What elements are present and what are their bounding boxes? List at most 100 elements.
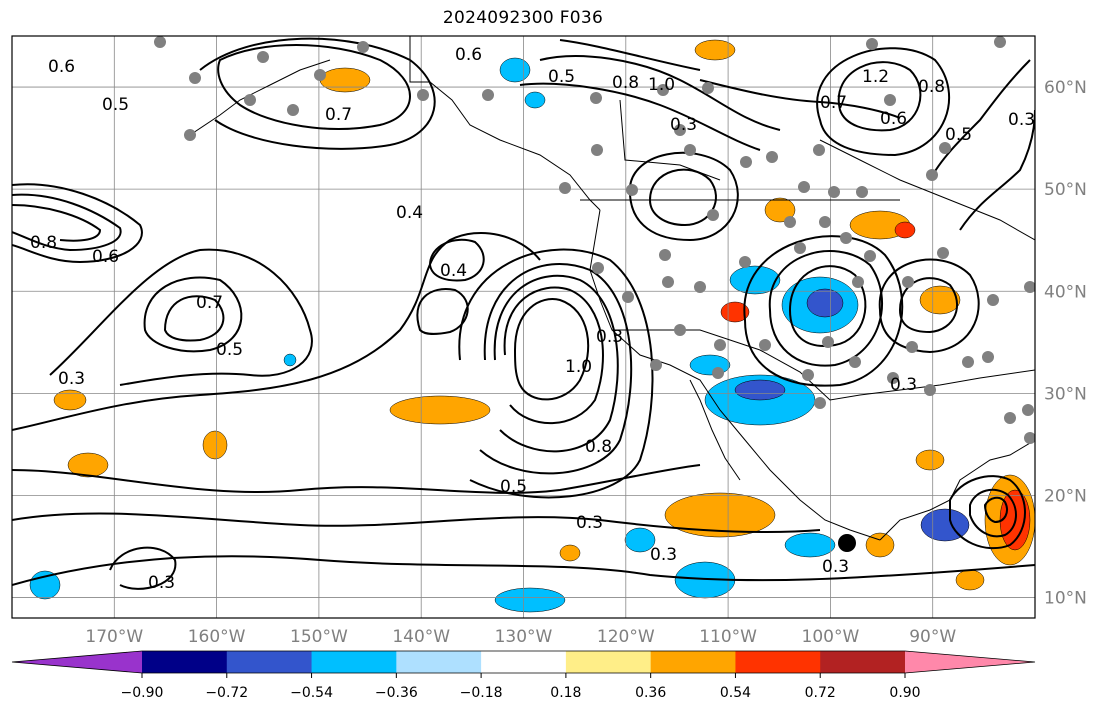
station-dot xyxy=(906,341,918,353)
map-area: 0.6 0.5 0.7 0.8 0.6 0.7 0.5 0.3 0.4 0.4 … xyxy=(12,36,1035,618)
contour-label: 0.3 xyxy=(822,557,849,577)
contour-label: 0.4 xyxy=(396,203,423,223)
station-dot xyxy=(662,276,674,288)
shade-patch xyxy=(729,265,781,295)
contour-label: 0.3 xyxy=(58,369,85,389)
longitude-label: 140°W xyxy=(392,627,450,647)
colorbar-tick-label: −0.72 xyxy=(205,685,248,701)
shade-patch xyxy=(865,532,895,558)
map-frame xyxy=(11,35,1036,619)
station-dot xyxy=(794,242,806,254)
shade-patch xyxy=(694,39,736,61)
colorbar-segment xyxy=(650,651,736,673)
colorbar-tick-label: 0.54 xyxy=(720,685,751,701)
station-dot xyxy=(482,89,494,101)
shade-patch xyxy=(806,288,844,318)
contour-label: 0.5 xyxy=(548,67,575,87)
longitude-label: 150°W xyxy=(290,627,348,647)
shade-patch xyxy=(624,527,656,553)
colorbar-segment xyxy=(142,651,228,673)
colorbar-segment xyxy=(226,651,313,673)
station-dot xyxy=(819,216,831,228)
shade-patch xyxy=(915,449,945,471)
station-dot xyxy=(740,156,752,168)
station-dot xyxy=(962,356,974,368)
colorbar-segment xyxy=(481,651,567,673)
shade-patch xyxy=(319,67,371,93)
contour-label: 0.8 xyxy=(612,73,639,93)
station-dot xyxy=(994,36,1006,48)
latitude-label: 50°N xyxy=(1044,180,1087,200)
colorbar-segment xyxy=(396,651,482,673)
contour-label: 0.3 xyxy=(596,327,623,347)
shade-patch xyxy=(53,389,87,411)
colorbar-tick-label: 0.72 xyxy=(805,685,836,701)
station-dot xyxy=(1024,432,1035,444)
station-dot xyxy=(590,92,602,104)
colorbar-tick-label: −0.18 xyxy=(460,685,503,701)
station-dot xyxy=(257,51,269,63)
contour-label: 0.4 xyxy=(440,261,467,281)
shade-patch xyxy=(494,587,566,613)
station-dot xyxy=(822,336,834,348)
station-dot xyxy=(1024,281,1035,293)
colorbar-tick-label: −0.54 xyxy=(290,685,333,701)
station-dot xyxy=(684,144,696,156)
station-dot xyxy=(982,351,994,363)
shaded-anomalies xyxy=(29,39,1035,613)
contour-label: 0.5 xyxy=(945,125,972,145)
latitude-labels: 10°N 20°N 30°N 40°N 50°N 60°N xyxy=(1044,78,1087,609)
contour-label: 0.3 xyxy=(650,545,677,565)
station-dot xyxy=(939,142,951,154)
station-dot xyxy=(887,372,899,384)
station-dot xyxy=(766,151,778,163)
contour-label: 0.5 xyxy=(500,477,527,497)
contour-label: 1.2 xyxy=(862,67,889,87)
station-dot xyxy=(902,276,914,288)
station-dot xyxy=(714,339,726,351)
station-dot xyxy=(802,369,814,381)
station-dot xyxy=(987,294,999,306)
station-dot xyxy=(287,104,299,116)
station-dot xyxy=(702,82,714,94)
contour-label: 0.7 xyxy=(196,293,223,313)
station-dot xyxy=(828,186,840,198)
colorbar-tick-labels: −0.90 −0.72 −0.54 −0.36 −0.18 0.18 0.36 0.54 0.7… xyxy=(121,685,921,701)
shade-patch xyxy=(202,430,228,460)
colorbar-segment xyxy=(565,651,652,673)
shade-patch xyxy=(664,492,776,538)
station-dot xyxy=(926,169,938,181)
contour-label: 0.8 xyxy=(585,437,612,457)
longitude-labels: 170°W 160°W 150°W 140°W 130°W 120°W 110°W 100°W… xyxy=(85,627,956,647)
contour-label: 0.6 xyxy=(48,57,75,77)
station-dot xyxy=(650,359,662,371)
station-dot xyxy=(357,41,369,53)
station-dot xyxy=(866,38,878,50)
station-dot xyxy=(937,247,949,259)
station-dots xyxy=(154,36,1035,444)
contour-label: 0.5 xyxy=(102,95,129,115)
station-dot xyxy=(314,69,326,81)
colorbar-tick-label: 0.18 xyxy=(550,685,581,701)
latitude-label: 10°N xyxy=(1044,589,1087,609)
shade-patch xyxy=(764,197,796,223)
contour-label: 0.6 xyxy=(455,45,482,65)
shade-patch xyxy=(524,91,546,109)
shade-patch xyxy=(67,452,109,478)
station-dot xyxy=(784,216,796,228)
contour-label: 0.3 xyxy=(890,375,917,395)
colorbar xyxy=(11,650,1036,678)
contour-label: 0.3 xyxy=(1008,110,1035,130)
colorbar-extend-max xyxy=(905,651,1035,673)
station-dot xyxy=(189,72,201,84)
longitude-label: 100°W xyxy=(802,627,860,647)
contour-label: 0.6 xyxy=(92,247,119,267)
station-dot xyxy=(694,281,706,293)
station-dot xyxy=(759,339,771,351)
station-dot xyxy=(154,36,166,48)
contour-label: 0.3 xyxy=(576,513,603,533)
station-dot xyxy=(840,232,852,244)
station-dot xyxy=(1004,412,1016,424)
storm-center-marker xyxy=(838,534,856,552)
station-dot xyxy=(417,89,429,101)
